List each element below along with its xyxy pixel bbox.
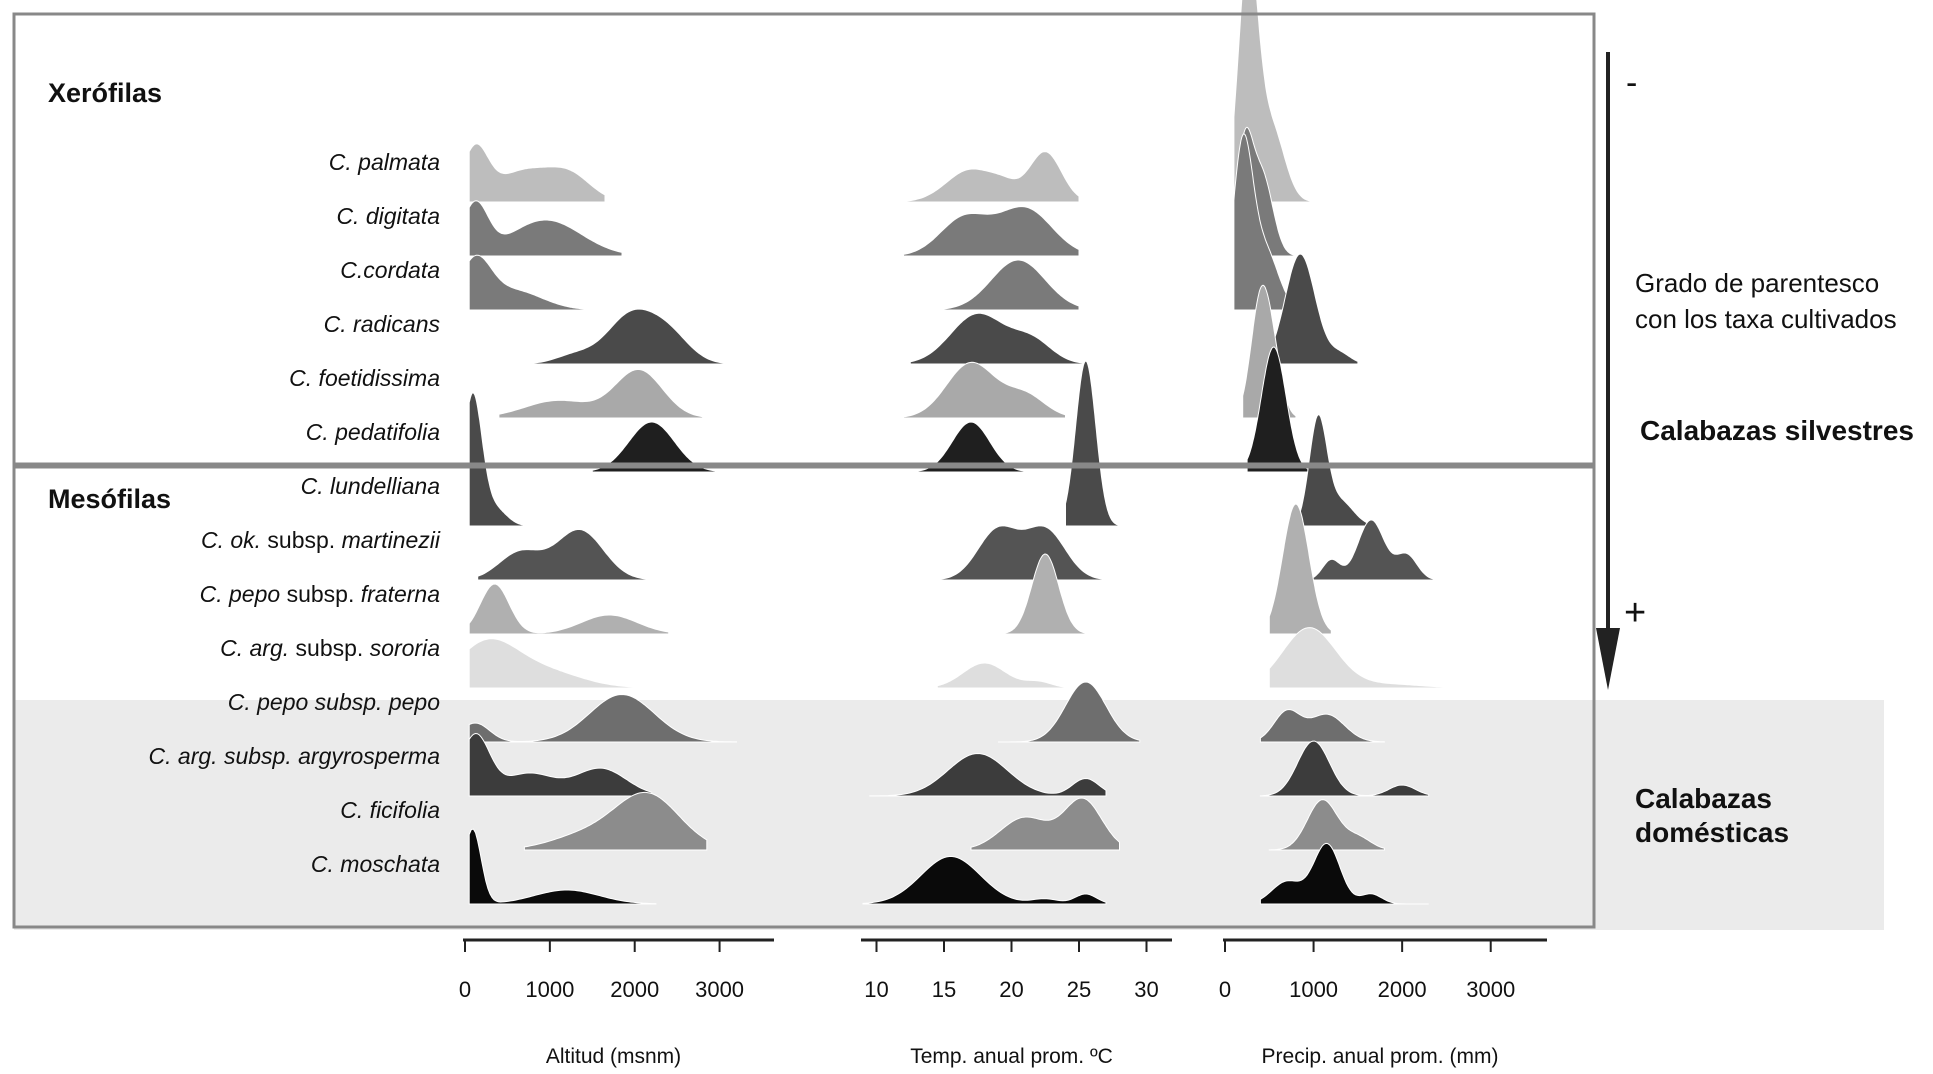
- wild-pumpkins-label: Calabazas silvestres: [1640, 415, 1914, 446]
- species-label-part: C. foetidissima: [289, 365, 440, 391]
- species-label: C. ficifolia: [340, 797, 440, 823]
- density-ridge-temp-c-foetidissima: [903, 361, 1066, 419]
- x-tick-label: 2000: [610, 977, 659, 1002]
- density-ridge-altitud-c-ok-subsp-martinezii: [477, 529, 678, 581]
- species-label: C. pepo subsp. fraterna: [200, 581, 440, 607]
- species-label-part: C. pepo subsp. pepo: [228, 689, 440, 715]
- species-label: C. arg. subsp. argyrosperma: [149, 743, 440, 769]
- species-label-part: C. ficifolia: [340, 797, 440, 823]
- density-ridge-altitud-c-ficifolia: [523, 791, 708, 851]
- density-ridge-altitud-c-digitata: [468, 200, 623, 257]
- density-ridge-temp-c-pedatifolia: [896, 421, 1052, 473]
- species-label-part: subsp.: [289, 635, 370, 661]
- species-label-part: C. palmata: [329, 149, 440, 175]
- density-ridge-temp-c-arg-subsp-argyrosperma: [869, 752, 1107, 797]
- density-ridge-altitud-c-arg-subsp-sororia: [468, 638, 670, 689]
- x-tick-label: 30: [1134, 977, 1158, 1002]
- density-ridge-temp-c-digitata: [903, 206, 1080, 257]
- mesophytes-frame: [12, 465, 1596, 929]
- species-label-part: C. ok.: [201, 527, 261, 553]
- species-label-part: C.cordata: [340, 257, 440, 283]
- density-ridge-temp-c-lundelliana: [1065, 360, 1133, 527]
- density-ridge-altitud-c-arg-subsp-argyrosperma: [468, 732, 653, 797]
- x-tick-label: 25: [1067, 977, 1091, 1002]
- kinship-minus-sign: -: [1626, 64, 1637, 102]
- species-label-part: C. arg. subsp. argyrosperma: [149, 743, 440, 769]
- kinship-label-line1: Grado de parentesco: [1635, 268, 1879, 298]
- x-tick-label: 2000: [1378, 977, 1427, 1002]
- species-label: C. pepo subsp. pepo: [228, 689, 440, 715]
- x-tick-label: 3000: [695, 977, 744, 1002]
- domestic-pumpkins-label-line1: Calabazas: [1635, 783, 1772, 814]
- species-label: C. moschata: [311, 851, 440, 877]
- density-ridge-temp-c-radicans: [909, 312, 1087, 365]
- x-tick-label: 20: [999, 977, 1023, 1002]
- species-label: C. ok. subsp. martinezii: [201, 527, 441, 553]
- species-label-part: C. lundelliana: [301, 473, 440, 499]
- density-ridge-altitud-c-moschata: [468, 828, 657, 905]
- kinship-arrow-head: [1596, 628, 1620, 690]
- density-ridge-altitud-c-pepo-subsp-fraterna: [468, 583, 670, 635]
- density-ridge-altitud-c-lundelliana: [468, 392, 525, 527]
- species-label: C. foetidissima: [289, 365, 440, 391]
- density-ridge-precip-c-ficifolia: [1268, 799, 1385, 851]
- density-ridge-temp-c-arg-subsp-sororia: [936, 662, 1066, 689]
- density-ridge-altitud-c-cordata: [468, 254, 593, 311]
- x-axis-title: Precip. anual prom. (mm): [1262, 1045, 1499, 1068]
- species-label: C. lundelliana: [301, 473, 440, 499]
- x-tick-label: 3000: [1466, 977, 1515, 1002]
- xerophytes-frame: [12, 12, 1596, 466]
- domestic-pumpkins-label-line2: domésticas: [1635, 817, 1789, 848]
- x-tick-label: 1000: [1289, 977, 1338, 1002]
- x-tick-label: 0: [1219, 977, 1231, 1002]
- species-label-part: C. pedatifolia: [306, 419, 440, 445]
- density-ridge-precip-c-moschata: [1259, 842, 1429, 905]
- species-label-part: martinezii: [342, 527, 441, 553]
- x-tick-label: 1000: [525, 977, 574, 1002]
- density-ridge-precip-c-ok-subsp-martinezii: [1304, 519, 1447, 581]
- x-axis-title: Temp. anual prom. ºC: [910, 1045, 1113, 1068]
- x-axis-title: Altitud (msnm): [546, 1045, 681, 1068]
- species-label-part: C. pepo: [200, 581, 281, 607]
- species-label-part: subsp.: [261, 527, 342, 553]
- x-tick-label: 15: [932, 977, 956, 1002]
- species-label-part: C. digitata: [336, 203, 440, 229]
- density-ridge-altitud-c-foetidissima: [498, 369, 704, 419]
- density-ridge-precip-c-pepo-subsp-pepo: [1259, 708, 1385, 743]
- density-ridge-altitud-c-radicans: [523, 308, 737, 365]
- x-tick-label: 0: [459, 977, 471, 1002]
- group-label-mesophytes: Mesófilas: [48, 484, 171, 514]
- density-ridge-temp-c-moschata: [862, 856, 1107, 905]
- species-label: C. radicans: [324, 311, 441, 337]
- kinship-plus-sign: +: [1624, 592, 1646, 634]
- density-ridge-temp-c-pepo-subsp-pepo: [998, 681, 1141, 743]
- group-label-xerophytes: Xerófilas: [48, 78, 162, 108]
- species-label-part: C. moschata: [311, 851, 440, 877]
- species-label-part: C. arg.: [220, 635, 289, 661]
- density-ridge-temp-c-pepo-subsp-fraterna: [991, 553, 1087, 635]
- species-label-part: fraterna: [361, 581, 440, 607]
- kinship-label-line2: con los taxa cultivados: [1635, 304, 1897, 334]
- species-label: C. arg. subsp. sororia: [220, 635, 440, 661]
- species-label: C.cordata: [340, 257, 440, 283]
- density-ridge-temp-c-ok-subsp-martinezii: [936, 525, 1107, 581]
- density-ridge-temp-c-palmata: [896, 151, 1080, 203]
- density-ridge-temp-c-cordata: [943, 259, 1080, 311]
- species-label: C. pedatifolia: [306, 419, 440, 445]
- density-ridge-precip-c-arg-subsp-sororia: [1268, 627, 1474, 689]
- density-ridge-precip-c-pepo-subsp-fraterna: [1268, 503, 1332, 635]
- x-tick-label: 10: [864, 977, 888, 1002]
- species-label: C. palmata: [329, 149, 440, 175]
- species-label: C. digitata: [336, 203, 440, 229]
- species-label-part: C. radicans: [324, 311, 441, 337]
- species-label-part: sororia: [370, 635, 440, 661]
- density-ridge-altitud-c-pepo-subsp-pepo: [468, 693, 737, 743]
- species-label-part: subsp.: [280, 581, 361, 607]
- density-ridge-precip-c-arg-subsp-argyrosperma: [1259, 740, 1430, 797]
- density-ridge-temp-c-ficifolia: [970, 797, 1120, 851]
- density-ridge-precip-c-lundelliana: [1295, 414, 1403, 527]
- density-ridge-altitud-c-palmata: [468, 143, 606, 203]
